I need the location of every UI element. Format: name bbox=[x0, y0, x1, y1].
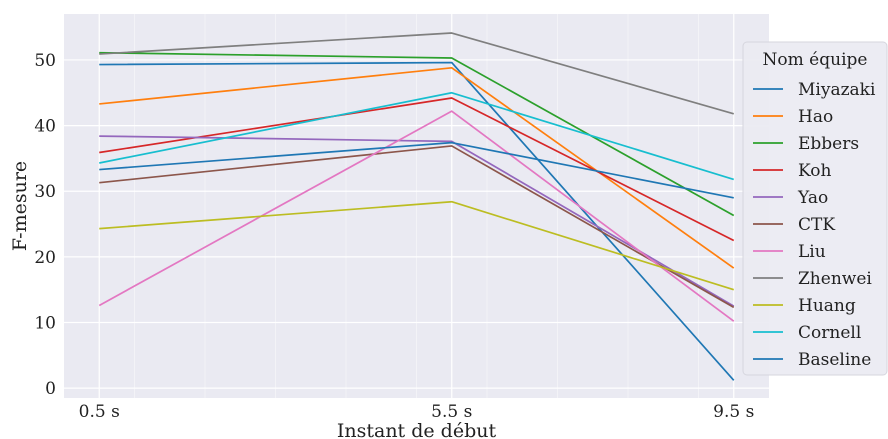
y-tick-label: 30 bbox=[34, 182, 56, 202]
series-lines bbox=[98, 32, 735, 381]
legend: Nom équipe Miyazaki Hao Ebbers Koh Yao CTK Liu… bbox=[742, 41, 888, 376]
legend-label: Miyazaki bbox=[798, 80, 876, 100]
x-tick-label: 0.5 s bbox=[79, 402, 120, 422]
series-line-ebbers bbox=[99, 51, 735, 217]
series-line-huang bbox=[99, 200, 735, 291]
legend-box bbox=[742, 41, 888, 376]
legend-label: Huang bbox=[798, 296, 856, 316]
series-line-cornell bbox=[99, 91, 734, 181]
series-line-hao bbox=[99, 66, 735, 269]
series-line-baseline bbox=[99, 141, 734, 199]
x-tick-label: 5.5 s bbox=[431, 402, 472, 422]
legend-label: Liu bbox=[798, 242, 826, 262]
series-line-zhenwei bbox=[99, 32, 734, 115]
y-tick-label: 10 bbox=[34, 314, 56, 334]
axes: Instant de début F-mesure 0.5 s 5.5 s 9.5 … bbox=[9, 51, 754, 439]
legend-label: Baseline bbox=[798, 350, 871, 370]
series-line-ctk bbox=[99, 145, 735, 309]
y-tick-label: 0 bbox=[45, 379, 56, 399]
y-tick-label: 20 bbox=[34, 248, 56, 268]
legend-label: Hao bbox=[798, 107, 833, 127]
legend-title: Nom équipe bbox=[763, 50, 868, 70]
series-line-miyazaki bbox=[99, 61, 735, 381]
legend-label: Zhenwei bbox=[798, 269, 872, 289]
x-axis-label: Instant de début bbox=[337, 420, 497, 439]
x-tick-label: 9.5 s bbox=[713, 402, 754, 422]
series-line-koh bbox=[99, 97, 735, 242]
y-tick-label: 40 bbox=[34, 117, 56, 137]
series-line-liu bbox=[98, 110, 735, 322]
grid bbox=[64, 14, 769, 398]
legend-label: Yao bbox=[797, 188, 828, 208]
legend-label: Cornell bbox=[798, 323, 861, 343]
legend-label: Ebbers bbox=[798, 134, 859, 154]
legend-label: CTK bbox=[798, 215, 835, 235]
legend-label: Koh bbox=[798, 161, 831, 181]
y-tick-label: 50 bbox=[34, 51, 56, 71]
y-axis-label: F-mesure bbox=[9, 161, 31, 251]
